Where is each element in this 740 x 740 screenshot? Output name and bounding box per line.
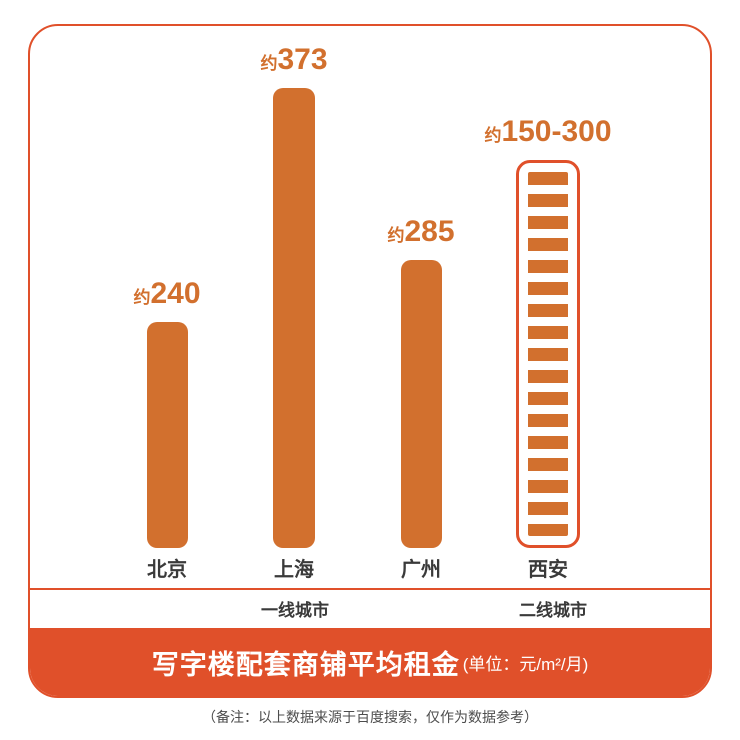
bar-shanghai [273, 88, 315, 548]
value-number: 150-300 [501, 115, 612, 148]
bar-guangzhou [400, 260, 442, 548]
value-label-xian: 约 150-300 [438, 116, 658, 150]
footnote: （备注：以上数据来源于百度搜索，仅作为数据参考） [202, 709, 538, 725]
approx-prefix: 约 [387, 226, 405, 245]
value-label-guangzhou: 约 285 [311, 216, 531, 250]
bar-xian [516, 160, 580, 548]
city-label-beijing: 北京 [147, 559, 187, 581]
value-number: 285 [404, 215, 455, 248]
chart-frame: 写字楼配套商铺平均租金 (单位：元/m²/月) [28, 24, 712, 698]
group-label-second-tier-cities: 二线城市 [519, 601, 587, 620]
group-divider-line [30, 588, 710, 590]
bar-beijing [146, 322, 188, 548]
approx-prefix: 约 [133, 288, 151, 307]
city-label-guangzhou: 广州 [401, 559, 441, 581]
value-number: 373 [277, 43, 328, 76]
value-label-shanghai: 约 373 [184, 44, 404, 78]
value-label-beijing: 约 240 [57, 278, 277, 312]
approx-prefix: 约 [260, 54, 278, 73]
chart-title: 写字楼配套商铺平均租金 [151, 649, 460, 680]
value-number: 240 [150, 277, 201, 310]
title-banner: 写字楼配套商铺平均租金 (单位：元/m²/月) [30, 628, 710, 696]
approx-prefix: 约 [484, 126, 502, 145]
city-label-xian: 西安 [528, 559, 568, 581]
city-label-shanghai: 上海 [274, 559, 314, 581]
chart-unit-label: (单位：元/m²/月) [462, 654, 589, 674]
group-label-first-tier-cities: 一线城市 [261, 601, 329, 620]
